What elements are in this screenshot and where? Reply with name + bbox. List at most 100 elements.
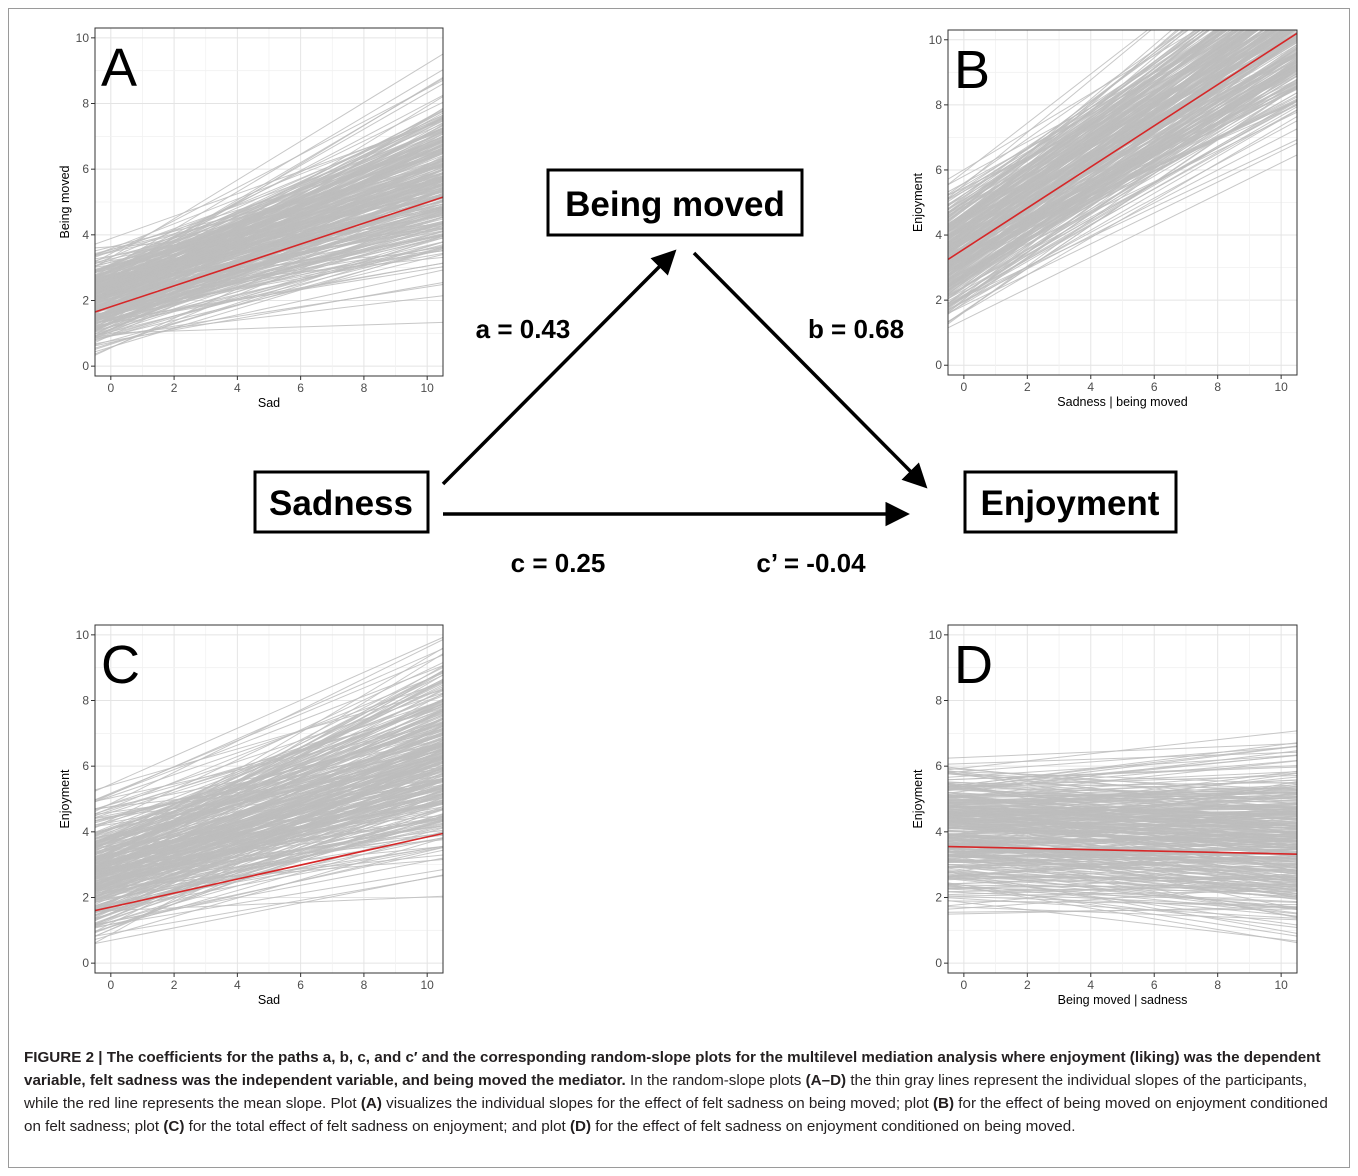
- participant-slope-line: [95, 321, 443, 335]
- x-axis-label: Sadness | being moved: [1057, 395, 1187, 409]
- participant-slope-line: [948, 842, 1297, 865]
- participant-slope-line: [95, 749, 443, 944]
- y-tick-label: 4: [82, 228, 89, 242]
- participant-slope-line: [948, 30, 1205, 229]
- panel-letter: C: [101, 635, 140, 695]
- participant-slope-line: [95, 736, 443, 870]
- x-tick-label: 2: [1024, 380, 1031, 394]
- participant-slope-line: [948, 857, 1297, 879]
- participant-slope-line: [948, 819, 1297, 843]
- participant-slope-line: [95, 831, 443, 932]
- participant-slope-line: [948, 784, 1297, 847]
- participant-slope-line: [95, 857, 443, 926]
- x-tick-label: 8: [1214, 380, 1221, 394]
- participant-slope-line: [948, 819, 1297, 857]
- participant-slope-line: [948, 30, 1198, 213]
- participant-slope-line: [948, 65, 1297, 283]
- participant-slope-line: [948, 30, 1202, 218]
- participant-slope-line: [95, 169, 443, 288]
- mediation-diagram: Being moved Sadness Enjoyment a = 0.43 b…: [253, 168, 1178, 578]
- participant-slope-line: [95, 849, 443, 926]
- participant-slope-line: [95, 827, 443, 927]
- participant-slope-line: [95, 141, 443, 278]
- participant-slope-line: [95, 235, 443, 341]
- participant-slope-line: [948, 30, 1185, 195]
- participant-slope-line: [95, 808, 443, 933]
- participant-slope-line: [948, 810, 1297, 848]
- participant-slope-line: [948, 833, 1297, 841]
- mean-slope-line: [948, 32, 1297, 261]
- y-tick-label: 6: [82, 162, 89, 176]
- x-axis-label: Sad: [258, 993, 280, 1007]
- x-tick-label: 10: [421, 381, 435, 395]
- participant-slope-line: [948, 743, 1297, 759]
- participant-slope-line: [95, 116, 443, 309]
- participant-slope-line: [95, 139, 443, 296]
- participant-slope-line: [948, 856, 1297, 863]
- participant-slope-line: [95, 846, 443, 913]
- y-tick-label: 2: [82, 293, 89, 307]
- caption-title: FIGURE 2 | The coefficients for the path…: [24, 1049, 1321, 1089]
- y-tick-label: 8: [82, 97, 89, 111]
- y-tick-label: 10: [76, 31, 90, 45]
- participant-slope-line: [948, 66, 1297, 315]
- y-tick-label: 10: [929, 628, 943, 642]
- participant-slope-line: [95, 819, 443, 900]
- x-tick-label: 2: [171, 381, 178, 395]
- participant-slope-line: [95, 821, 443, 913]
- x-axis-label: Sad: [258, 396, 280, 410]
- x-tick-label: 6: [297, 381, 304, 395]
- participant-slope-line: [948, 30, 1259, 276]
- y-tick-label: 4: [935, 825, 942, 839]
- participant-slope-line: [948, 30, 1295, 304]
- y-tick-label: 0: [935, 358, 942, 372]
- participant-slope-line: [948, 39, 1297, 269]
- participant-slope-line: [948, 770, 1297, 816]
- x-tick-label: 2: [1024, 978, 1031, 992]
- plot-border: [94, 624, 444, 974]
- participant-slope-line: [95, 787, 443, 865]
- participant-slope-line: [95, 681, 443, 803]
- participant-slope-line: [948, 850, 1297, 865]
- panel-d-chart: 0 2 4 6 8 10 0 2 4 6 8 10 Being moved | sadness Enjoy…: [911, 624, 1298, 1007]
- participant-slope-line: [948, 139, 1297, 305]
- participant-slope-line: [95, 767, 443, 916]
- participant-slope-line: [948, 782, 1297, 788]
- participant-slope-line: [948, 906, 1297, 921]
- participant-slope-line: [948, 30, 1266, 251]
- participant-slope-line: [948, 142, 1297, 314]
- participant-slope-line: [948, 847, 1297, 877]
- participant-slope-line: [95, 823, 443, 891]
- participant-slope-line: [95, 151, 443, 283]
- participant-slope-line: [95, 816, 443, 897]
- individual-slopes: [948, 30, 1297, 329]
- participant-slope-line: [95, 874, 443, 944]
- participant-slope-line: [948, 885, 1297, 929]
- participant-slope-line: [95, 729, 443, 842]
- x-tick-label: 6: [1151, 380, 1158, 394]
- mean-slope-line: [95, 196, 443, 313]
- y-tick-label: 2: [935, 890, 942, 904]
- participant-slope-line: [948, 30, 1254, 228]
- enjoyment-box: [963, 470, 1178, 534]
- caption-ref-3: (B): [932, 1095, 955, 1112]
- participant-slope-line: [948, 834, 1297, 849]
- plot-border: [947, 29, 1298, 376]
- participant-slope-line: [948, 804, 1297, 829]
- y-tick-label: 0: [82, 956, 89, 970]
- x-tick-label: 4: [1087, 380, 1094, 394]
- participant-slope-line: [948, 51, 1297, 287]
- participant-slope-line: [95, 206, 443, 285]
- participant-slope-line: [948, 95, 1297, 282]
- participant-slope-line: [95, 792, 443, 867]
- participant-slope-line: [948, 818, 1297, 829]
- participant-slope-line: [95, 795, 443, 899]
- participant-slope-line: [95, 708, 443, 843]
- panel-a-chart: 0 2 4 6 8 10 0 2 4 6 8 10 Sad Being moved A: [58, 27, 444, 410]
- sadness-box: [253, 470, 430, 534]
- path-b-label: b = 0.68: [808, 314, 904, 344]
- caption-text-1: In the random-slope plots: [625, 1072, 806, 1089]
- participant-slope-line: [95, 206, 443, 278]
- participant-slope-line: [948, 875, 1297, 881]
- individual-slopes: [95, 53, 443, 356]
